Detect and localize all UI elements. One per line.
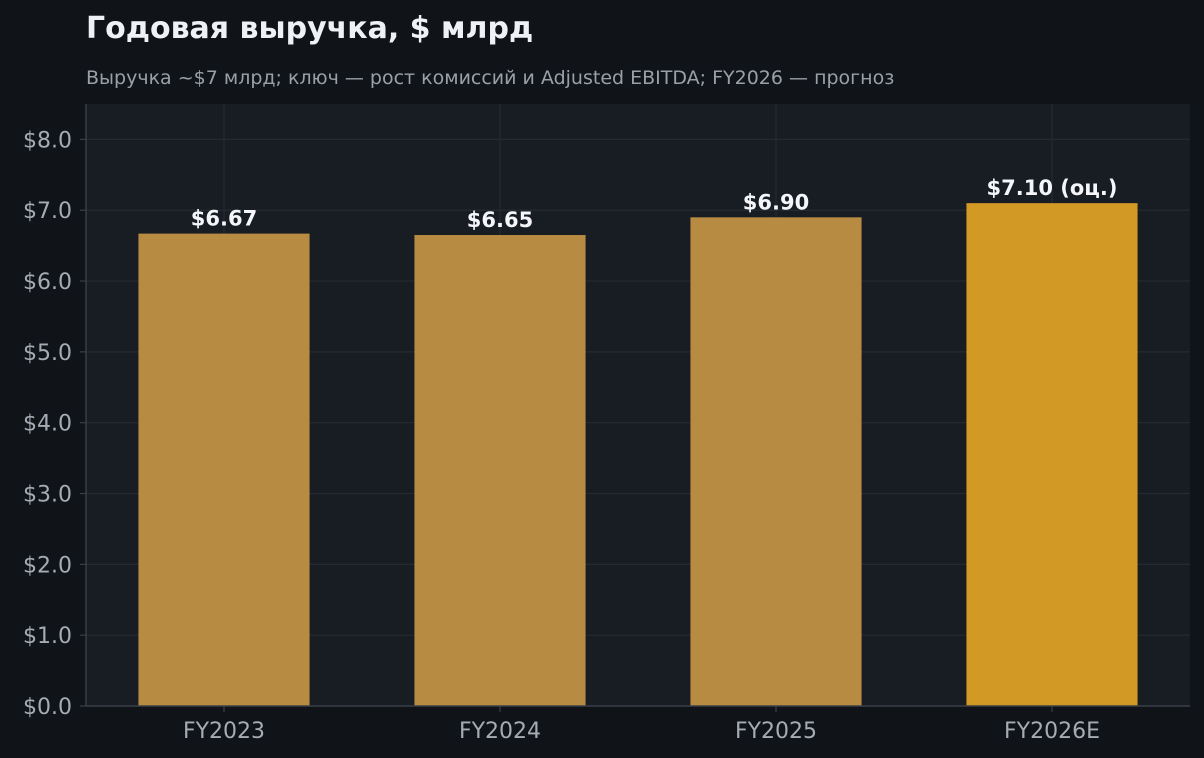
data-label: $6.65: [467, 208, 533, 232]
data-label: $6.90: [743, 190, 809, 214]
y-tick-label: $5.0: [23, 341, 72, 366]
bar-fy2026e: [966, 203, 1138, 706]
y-tick-label: $1.0: [23, 624, 72, 649]
chart-subtitle: Выручка ~$7 млрд; ключ — рост комиссий и…: [86, 67, 894, 89]
y-tick-label: $8.0: [23, 128, 72, 153]
y-tick-label: $6.0: [23, 270, 72, 295]
x-tick-label: FY2024: [459, 719, 541, 744]
bar-fy2025: [690, 217, 862, 707]
data-labels: $6.67 $6.65 $6.90 $7.10 (оц.): [191, 176, 1118, 232]
axes: $0.0 $1.0 $2.0 $3.0 $4.0 $5.0 $6.0 $7.0 $8.0 FY20…: [23, 104, 1190, 744]
chart-title: Годовая выручка, $ млрд: [86, 11, 533, 46]
bars: [138, 203, 1138, 707]
x-tick-label: FY2025: [735, 719, 817, 744]
data-label: $6.67: [191, 207, 257, 231]
y-tick-label: $7.0: [23, 199, 72, 224]
x-tick-label: FY2026E: [1004, 719, 1100, 744]
y-tick-label: $3.0: [23, 483, 72, 508]
data-label: $7.10 (оц.): [987, 176, 1118, 200]
y-tick-label: $2.0: [23, 553, 72, 578]
y-tick-label: $4.0: [23, 412, 72, 437]
y-tick-label: $0.0: [23, 695, 72, 720]
bar-fy2024: [414, 235, 586, 706]
bar-fy2023: [138, 233, 310, 706]
x-tick-label: FY2023: [183, 719, 265, 744]
